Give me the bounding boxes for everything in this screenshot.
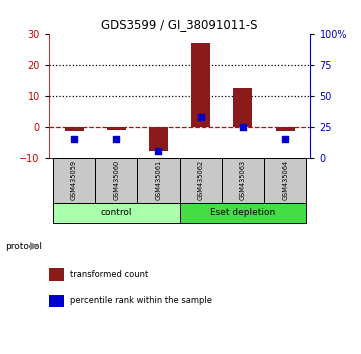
Bar bbox=[65, 127, 83, 131]
Text: GSM435064: GSM435064 bbox=[282, 160, 288, 200]
Point bbox=[113, 136, 119, 142]
Bar bbox=[264, 158, 306, 203]
Point bbox=[240, 124, 246, 130]
Text: percentile rank within the sample: percentile rank within the sample bbox=[70, 296, 212, 306]
Text: GSM435063: GSM435063 bbox=[240, 160, 246, 200]
Point bbox=[156, 149, 161, 154]
Bar bbox=[107, 127, 126, 130]
Bar bbox=[191, 43, 210, 127]
Bar bbox=[180, 158, 222, 203]
Bar bbox=[234, 88, 252, 127]
Bar bbox=[180, 203, 306, 223]
Bar bbox=[95, 158, 138, 203]
Text: protocol: protocol bbox=[5, 241, 42, 251]
Text: GSM435062: GSM435062 bbox=[198, 160, 204, 200]
Bar bbox=[138, 158, 180, 203]
Text: GSM435059: GSM435059 bbox=[71, 160, 77, 200]
Point bbox=[282, 136, 288, 142]
Bar bbox=[53, 158, 95, 203]
Bar bbox=[276, 127, 295, 131]
Text: Eset depletion: Eset depletion bbox=[210, 209, 275, 217]
Text: control: control bbox=[100, 209, 132, 217]
Text: transformed count: transformed count bbox=[70, 270, 149, 279]
Bar bbox=[53, 203, 179, 223]
Title: GDS3599 / GI_38091011-S: GDS3599 / GI_38091011-S bbox=[101, 18, 258, 31]
Point bbox=[71, 136, 77, 142]
Text: GSM435061: GSM435061 bbox=[156, 160, 161, 200]
Text: ▶: ▶ bbox=[30, 241, 39, 251]
Bar bbox=[149, 127, 168, 152]
Bar bbox=[222, 158, 264, 203]
Text: GSM435060: GSM435060 bbox=[113, 160, 119, 200]
Point bbox=[198, 114, 204, 120]
